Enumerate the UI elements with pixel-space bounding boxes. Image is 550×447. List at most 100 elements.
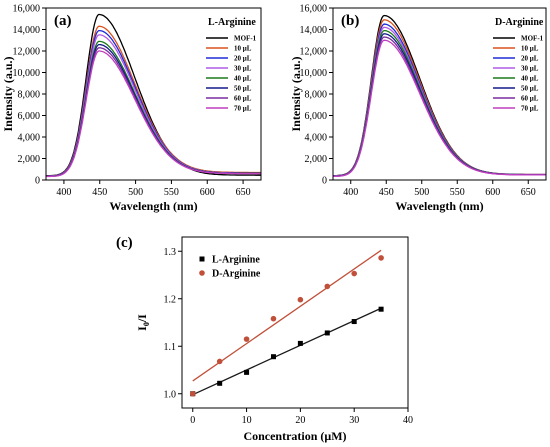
y-tick-label-a-8: 16,000 — [13, 4, 41, 15]
series-line-b-4 — [333, 29, 546, 177]
x-tick-label-a-3: 550 — [164, 187, 179, 198]
data-point-1-5 — [324, 283, 331, 290]
series-line-a-2 — [46, 29, 261, 177]
legend-label-b-1: 10 μL — [521, 45, 539, 53]
data-point-1-3 — [270, 315, 277, 322]
y-tick-label-a-0: 0 — [35, 176, 40, 187]
fit-line-1 — [192, 249, 382, 382]
data-point-0-1 — [217, 380, 223, 386]
legend-label-b-3: 30 μL — [521, 65, 539, 73]
plot-frame-c — [181, 236, 409, 409]
legend-label-b-6: 60 μL — [521, 95, 539, 103]
y-tick-label-a-3: 6,000 — [18, 111, 41, 122]
x-tick-label-a-1: 450 — [92, 187, 107, 198]
data-point-0-7 — [378, 306, 384, 312]
y-tick-label-a-6: 12,000 — [13, 47, 41, 58]
y-tick-label-b-1: 2,000 — [305, 154, 328, 165]
x-tick-label-b-2: 500 — [414, 187, 429, 198]
y-tick-label-c-0: 1.0 — [164, 389, 177, 400]
x-tick-label-c-2: 20 — [295, 415, 305, 426]
legend-label-a-1: 10 μL — [234, 45, 252, 53]
data-point-1-2 — [243, 336, 250, 342]
y-tick-label-a-7: 14,000 — [13, 25, 41, 36]
y-tick-label-b-8: 16,000 — [300, 4, 328, 15]
y-tick-label-b-3: 6,000 — [305, 111, 328, 122]
x-tick-label-b-3: 550 — [450, 187, 465, 198]
y-axis-label-c: I0/I — [135, 314, 151, 331]
legend-marker-c-1 — [199, 270, 205, 276]
legend-label-a-2: 20 μL — [234, 55, 252, 63]
x-axis-label-a: Wavelength (nm) — [109, 199, 197, 213]
data-point-0-4 — [297, 340, 303, 346]
legend-label-a-5: 50 μL — [234, 85, 252, 93]
y-tick-label-b-5: 10,000 — [300, 68, 328, 79]
y-axis-label-b: Intensity (a.u.) — [289, 56, 303, 131]
legend-label-b-5: 50 μL — [521, 85, 539, 93]
series-line-a-1 — [46, 25, 261, 177]
y-tick-label-a-2: 4,000 — [18, 133, 41, 144]
x-tick-label-a-0: 400 — [56, 187, 71, 198]
y-tick-label-a-5: 10,000 — [13, 68, 41, 79]
y-axis-label-a: Intensity (a.u.) — [1, 56, 15, 131]
y-axis-label-text-c: I0/I — [135, 314, 151, 331]
x-tick-label-b-1: 450 — [379, 187, 394, 198]
x-tick-label-a-2: 500 — [128, 187, 143, 198]
panel-label-b: (b) — [341, 13, 359, 29]
legend-label-a-0: MOF-1 — [234, 35, 257, 43]
legend-label-a-4: 40 μL — [234, 75, 252, 83]
series-line-a-6 — [46, 47, 261, 178]
panel-title-b: D-Arginine — [495, 17, 544, 28]
data-point-1-0 — [189, 390, 196, 397]
series-line-a-5 — [46, 43, 261, 177]
legend-label-b-0: MOF-1 — [521, 35, 544, 43]
plot-frame-b — [332, 7, 547, 181]
plot-frame-a — [45, 7, 262, 181]
data-point-1-6 — [351, 270, 357, 277]
legend-label-b-4: 40 μL — [521, 75, 539, 83]
legend-label-c-0: L-Arginine — [212, 255, 260, 266]
panel-label-c: (c) — [116, 235, 133, 251]
y-label-tail: /I — [135, 314, 149, 323]
y-label-subscript: 0 — [142, 322, 151, 326]
x-tick-label-c-1: 10 — [242, 415, 252, 426]
x-tick-label-b-4: 600 — [485, 187, 500, 198]
data-point-0-5 — [324, 330, 330, 336]
data-point-0-2 — [244, 369, 250, 375]
data-point-1-7 — [378, 255, 384, 261]
legend-label-a-3: 30 μL — [234, 65, 252, 73]
series-line-b-3 — [333, 26, 546, 177]
x-tick-label-c-3: 30 — [349, 415, 359, 426]
panel-title-a: L-Arginine — [208, 17, 256, 28]
y-tick-label-c-2: 1.2 — [164, 294, 177, 305]
x-tick-label-b-0: 400 — [343, 187, 358, 198]
x-tick-label-c-0: 0 — [190, 415, 195, 426]
panel-b: 400 450 500 550 600 650 0 2,000 4,000 6,000 8,000 1… — [289, 4, 547, 213]
y-tick-label-b-6: 12,000 — [300, 47, 328, 58]
data-point-0-6 — [351, 319, 357, 325]
x-tick-label-c-4: 40 — [403, 415, 413, 426]
series-line-b-2 — [333, 23, 546, 177]
y-tick-label-b-2: 4,000 — [305, 133, 328, 144]
y-label-main: I — [135, 326, 149, 331]
legend-label-b-7: 70 μL — [521, 105, 539, 113]
y-tick-label-a-1: 2,000 — [18, 154, 41, 165]
data-point-1-1 — [216, 358, 223, 365]
panel-c: 0 10 20 30 40 1.0 1.1 1.2 1.3 Concentration (μM) I… — [116, 235, 413, 443]
panel-label-a: (a) — [54, 13, 72, 29]
y-tick-label-c-1: 1.1 — [164, 342, 177, 353]
y-tick-label-b-7: 14,000 — [300, 25, 328, 36]
fit-line-0 — [192, 307, 382, 396]
x-tick-label-a-4: 600 — [200, 187, 215, 198]
x-axis-label-b: Wavelength (nm) — [395, 199, 483, 213]
x-tick-label-a-5: 650 — [236, 187, 251, 198]
data-point-1-4 — [297, 296, 304, 303]
series-line-b-7 — [333, 39, 546, 178]
series-line-a-7 — [46, 50, 261, 178]
legend-label-b-2: 20 μL — [521, 55, 539, 63]
series-line-b-0 — [333, 14, 546, 177]
x-axis-label-c: Concentration (μM) — [243, 429, 346, 443]
panel-a: 400 450 500 550 600 650 0 2,000 4,000 6,000 8,000 1… — [1, 4, 262, 213]
y-tick-label-b-4: 8,000 — [305, 90, 328, 101]
